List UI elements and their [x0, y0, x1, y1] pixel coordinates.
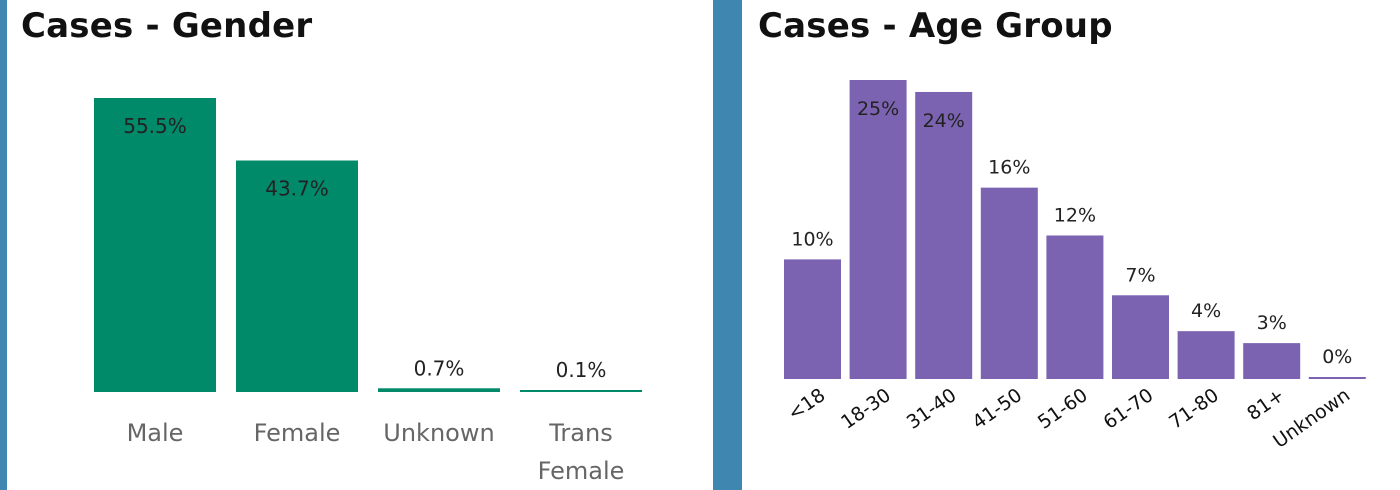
gender-bar-female [236, 160, 358, 392]
gender-category-label-female: Female [254, 419, 341, 447]
age-value-label-51-60: 12% [1054, 204, 1096, 226]
gender-bar-chart: 55.5% Male 43.7% Female 0.7% Unknown 0.1% Trans… [94, 98, 642, 485]
age-value-label-61-70: 7% [1125, 264, 1155, 286]
gender-bar-trans-female [520, 390, 642, 392]
age-category-label-18: <18 [784, 384, 829, 425]
age-value-label-18: 10% [791, 228, 833, 250]
gender-category-label-trans-female-1: Trans [548, 419, 612, 447]
age-value-label-41-50: 16% [988, 157, 1030, 179]
gender-category-label-unknown: Unknown [383, 419, 494, 447]
gender-value-label-male: 55.5% [123, 114, 187, 138]
gender-category-label-trans-female-2: Female [538, 457, 625, 485]
gender-category-label-male: Male [127, 419, 184, 447]
gender-bar-male [94, 98, 216, 392]
age-value-label-71-80: 4% [1191, 300, 1221, 322]
age-bar-unknown [1308, 377, 1366, 379]
gender-value-label-unknown: 0.7% [414, 356, 465, 380]
age-value-label-18-30: 25% [857, 98, 899, 120]
age-bar-41-50 [980, 187, 1038, 379]
age-category-label-71-80: 71-80 [1165, 384, 1223, 434]
gender-bar-unknown [378, 388, 500, 392]
age-value-label-81: 3% [1257, 312, 1287, 334]
age-category-label-18-30: 18-30 [837, 384, 895, 434]
age-bar-18-30 [849, 80, 907, 379]
gender-value-label-trans-female: 0.1% [556, 358, 607, 382]
age-chart-panel: Cases - Age Group 10% <18 25% 18-30 24% 31-40… [742, 0, 1400, 490]
gender-chart-panel: Cases - Gender 55.5% Male 43.7% Female 0.7% U… [7, 0, 713, 490]
age-bar-71-80 [1177, 331, 1235, 379]
age-category-label-61-70: 61-70 [1100, 384, 1158, 434]
age-bar-61-70 [1112, 295, 1169, 379]
age-bar-51-60 [1046, 235, 1104, 379]
age-bar-81 [1243, 343, 1301, 379]
age-category-label-31-40: 31-40 [903, 384, 961, 434]
age-bar-chart: 10% <18 25% 18-30 24% 31-40 16% 41-50 12% 51-60 7%… [784, 80, 1366, 453]
age-category-label-41-50: 41-50 [968, 384, 1026, 434]
age-value-label-31-40: 24% [923, 110, 965, 132]
age-category-label-51-60: 51-60 [1034, 384, 1092, 434]
age-bar-31-40 [915, 91, 973, 380]
age-category-label-81: 81+ [1243, 384, 1288, 425]
age-chart-title: Cases - Age Group [758, 6, 1113, 46]
age-bar-18 [784, 259, 841, 379]
gender-value-label-female: 43.7% [265, 177, 329, 201]
age-value-label-unknown: 0% [1322, 346, 1352, 368]
gender-chart-title: Cases - Gender [21, 6, 313, 46]
